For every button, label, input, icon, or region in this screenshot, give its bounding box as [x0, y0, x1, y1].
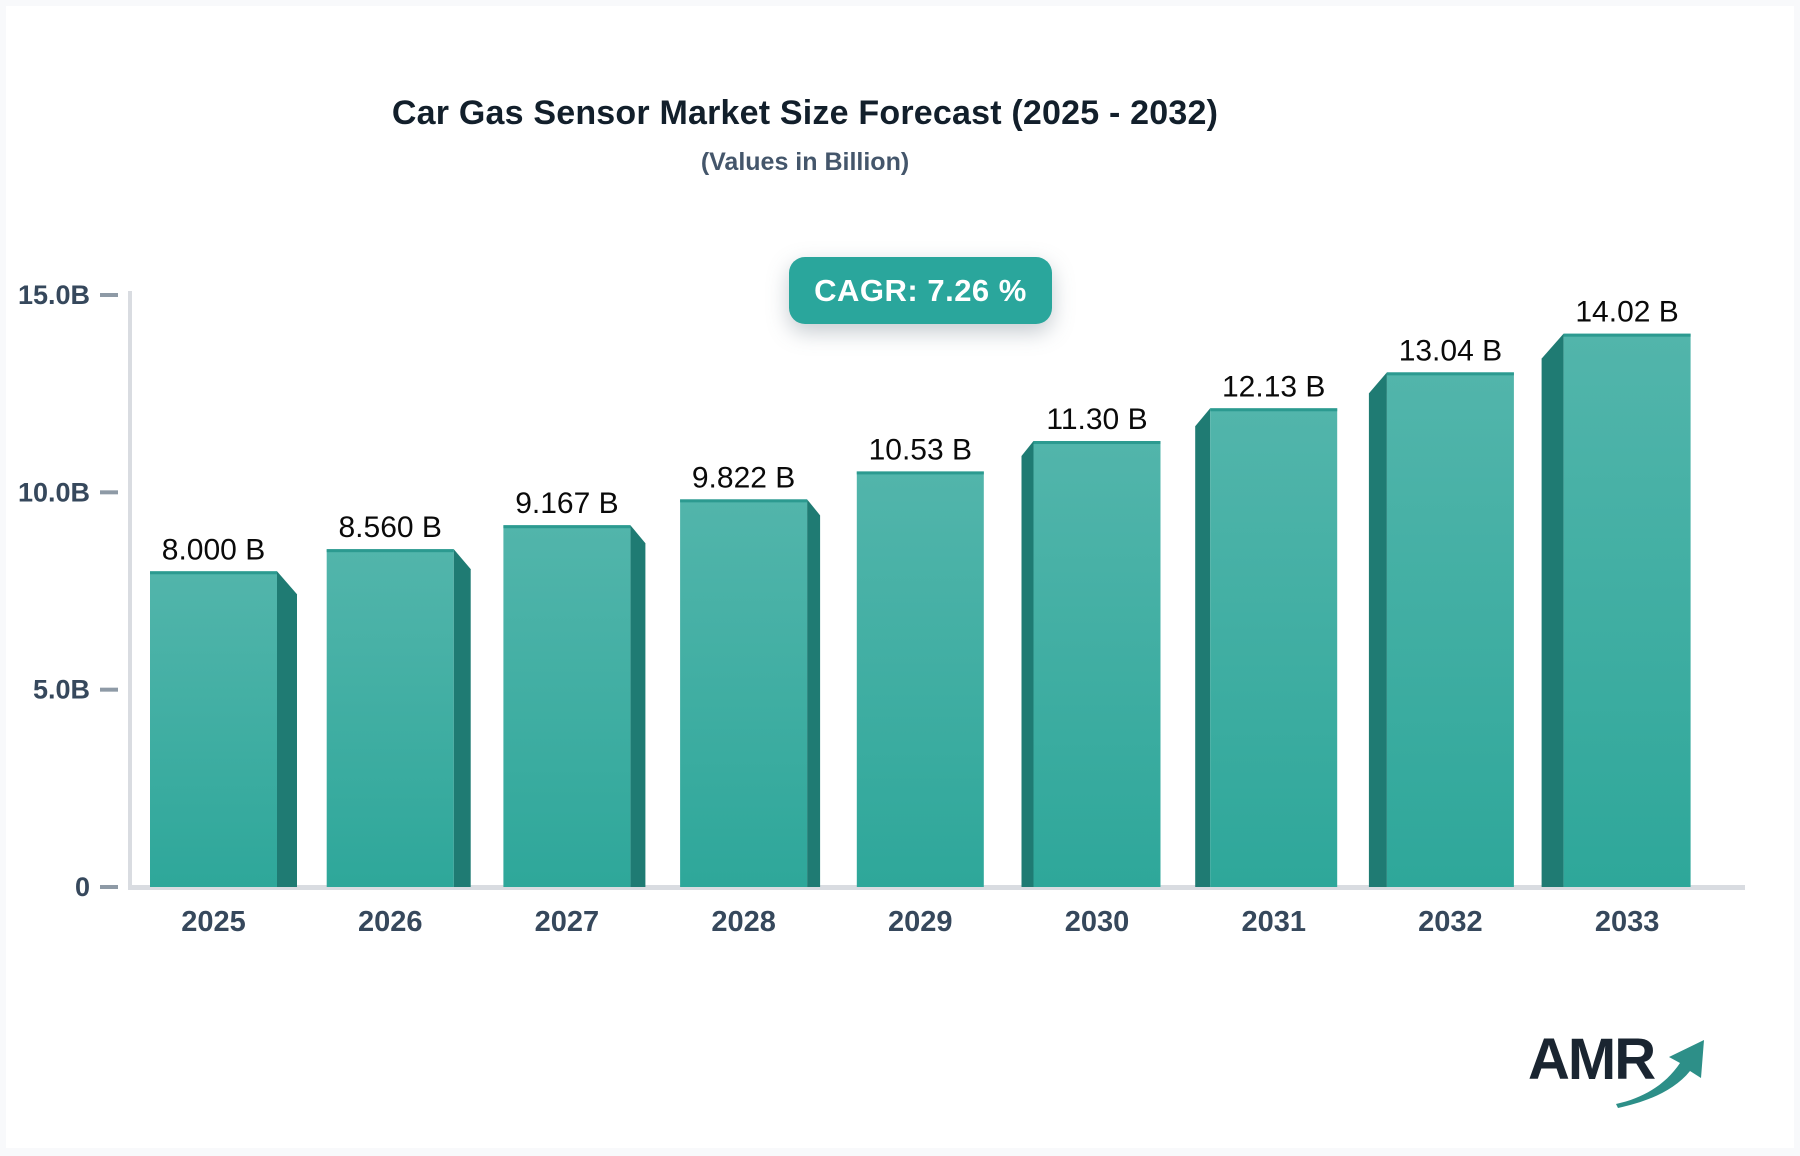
- bar-front-face: [503, 525, 631, 887]
- bar-front-face: [680, 499, 808, 887]
- bar-side-face: [630, 525, 646, 887]
- bar-top-edge: [150, 571, 277, 575]
- x-axis-line: [128, 885, 1745, 890]
- y-axis-tick: [100, 490, 118, 495]
- x-axis-category-label: 2031: [1241, 906, 1306, 938]
- bar-front-face: [326, 549, 454, 887]
- y-axis-tick-label: 10.0B: [18, 477, 90, 507]
- bar-top-edge: [1563, 333, 1691, 337]
- y-axis-tick-label: 5.0B: [33, 675, 90, 705]
- bar-2027: 9.167 B 2027: [503, 487, 646, 938]
- bar-front-face: [1033, 441, 1161, 887]
- bar-front-face: [150, 571, 277, 887]
- y-axis-tick-label: 0: [75, 872, 90, 902]
- y-axis-tick: [100, 687, 118, 692]
- bar-side-face: [277, 571, 297, 887]
- y-axis-tick: [100, 885, 118, 889]
- cagr-badge-label: CAGR: 7.26 %: [814, 272, 1027, 308]
- bar-side-face: [1541, 333, 1564, 887]
- x-axis-category-label: 2032: [1418, 906, 1483, 938]
- amr-logo: AMR: [1528, 1030, 1728, 1110]
- bar-2032: 13.04 B 2032: [1368, 334, 1514, 938]
- growth-arrow-icon: [1616, 1040, 1704, 1108]
- bar-value-label: 9.822 B: [692, 461, 795, 494]
- bar-2033: 14.02 B 2033: [1541, 296, 1691, 938]
- bar-value-label: 9.167 B: [515, 487, 618, 520]
- bar-top-edge: [503, 525, 631, 529]
- bar-2028: 9.822 B 2028: [680, 461, 821, 938]
- bar-value-label: 10.53 B: [869, 433, 972, 466]
- y-axis-tick-label: 15.0B: [18, 280, 90, 310]
- bar-side-face: [807, 499, 821, 887]
- bar-top-edge: [856, 471, 984, 475]
- bar-front-face: [1210, 408, 1338, 887]
- chart-subtitle: (Values in Billion): [700, 148, 910, 176]
- bar-side-face: [453, 549, 471, 887]
- bar-top-edge: [1386, 372, 1514, 376]
- x-axis-category-label: 2028: [711, 906, 776, 938]
- x-axis-category-label: 2033: [1595, 906, 1660, 938]
- cagr-badge: CAGR: 7.26 %: [789, 257, 1052, 324]
- bar-top-edge: [680, 499, 808, 503]
- bar-top-edge: [1210, 408, 1338, 412]
- x-axis-category-label: 2026: [358, 906, 423, 938]
- bar-2029: 10.53 B 2029: [856, 433, 984, 938]
- bar-side-face: [1368, 372, 1387, 887]
- bar-side-face: [1195, 408, 1211, 887]
- x-axis-category-label: 2030: [1065, 906, 1130, 938]
- bar-2030: 11.30 B 2030: [1021, 403, 1161, 938]
- bar-value-label: 11.30 B: [1046, 403, 1147, 436]
- bar-value-label: 13.04 B: [1399, 334, 1502, 367]
- bar-2026: 8.560 B 2026: [326, 511, 471, 938]
- bar-2025: 8.000 B 2025: [150, 533, 297, 938]
- bar-front-face: [856, 471, 984, 887]
- bar-front-face: [1386, 372, 1514, 887]
- bar-value-label: 8.560 B: [338, 511, 441, 544]
- x-axis-category-label: 2025: [181, 906, 246, 938]
- bar-value-label: 8.000 B: [162, 533, 265, 566]
- bar-top-edge: [326, 549, 454, 553]
- bar-value-label: 14.02 B: [1575, 296, 1678, 329]
- bar-value-label: 12.13 B: [1222, 370, 1325, 403]
- bar-top-edge: [1033, 441, 1161, 445]
- bar-2031: 12.13 B 2031: [1195, 370, 1338, 938]
- bar-side-face: [1021, 441, 1034, 887]
- amr-logo-text: AMR: [1528, 1027, 1656, 1092]
- x-axis-category-label: 2027: [535, 906, 600, 938]
- y-axis-tick: [100, 293, 118, 297]
- y-axis-line: [128, 291, 132, 889]
- x-axis-category-label: 2029: [888, 906, 953, 938]
- chart-title: Car Gas Sensor Market Size Forecast (202…: [391, 94, 1219, 132]
- bar-front-face: [1563, 333, 1691, 887]
